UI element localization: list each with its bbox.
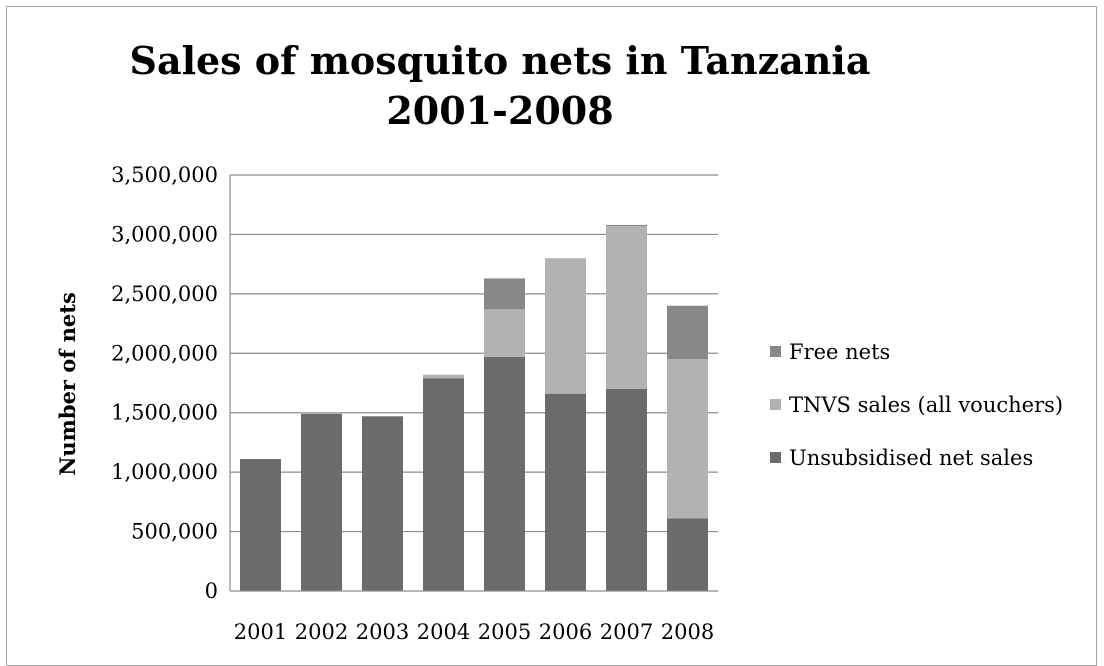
legend-entry: Free nets bbox=[789, 340, 890, 364]
bar-2008-series-1 bbox=[667, 359, 708, 519]
x-tick-label: 2006 bbox=[539, 620, 592, 644]
x-axis: 2001 2002 2003 2004 2005 2006 2007 2008 bbox=[230, 590, 718, 644]
x-tick-label: 2001 bbox=[234, 620, 287, 644]
bar-2004-series-0 bbox=[423, 378, 464, 591]
legend-swatch bbox=[770, 452, 781, 463]
bar-2003-series-0 bbox=[362, 416, 403, 591]
bar-2006-series-1 bbox=[545, 258, 586, 394]
bar-2007-series-1 bbox=[606, 226, 647, 389]
bar-2001-series-0 bbox=[240, 459, 281, 591]
bar-2005-series-0 bbox=[484, 356, 525, 591]
y-tick-label: 500,000 bbox=[131, 520, 218, 544]
stacked-bar-chart: 0 500,000 1,000,000 1,500,000 2,000,000 2,500… bbox=[55, 163, 1063, 644]
y-tick-label: 1,000,000 bbox=[111, 460, 218, 484]
legend-swatch bbox=[770, 346, 781, 357]
y-axis: 0 500,000 1,000,000 1,500,000 2,000,000 2,500… bbox=[111, 163, 231, 603]
bar-2005-series-1 bbox=[484, 309, 525, 357]
bar-2007-series-0 bbox=[606, 388, 647, 591]
bar-2002-series-0 bbox=[301, 413, 342, 591]
legend-entry: TNVS sales (all vouchers) bbox=[789, 393, 1063, 417]
bar-2007-series-2 bbox=[606, 224, 647, 227]
legend-entry: Unsubsidised net sales bbox=[789, 446, 1033, 470]
bar-2008-series-0 bbox=[667, 518, 708, 591]
x-tick-label: 2008 bbox=[661, 620, 714, 644]
y-axis-label: Number of nets bbox=[55, 292, 80, 476]
x-tick-label: 2007 bbox=[600, 620, 653, 644]
legend: Free nets TNVS sales (all vouchers) Unsubs… bbox=[770, 340, 1063, 470]
bars bbox=[240, 224, 708, 591]
bar-2002-series-1 bbox=[301, 412, 342, 414]
y-tick-label: 2,000,000 bbox=[111, 341, 218, 365]
x-tick-label: 2005 bbox=[478, 620, 531, 644]
y-tick-label: 3,000,000 bbox=[111, 222, 218, 246]
y-tick-label: 0 bbox=[205, 579, 218, 603]
x-tick-label: 2002 bbox=[295, 620, 348, 644]
legend-swatch bbox=[770, 399, 781, 410]
x-tick-label: 2003 bbox=[356, 620, 409, 644]
x-tick-label: 2004 bbox=[417, 620, 470, 644]
bar-2005-series-2 bbox=[484, 278, 525, 310]
chart-title-line1: Sales of mosquito nets in Tanzania bbox=[129, 38, 871, 83]
bar-2008-series-2 bbox=[667, 305, 708, 360]
bar-2006-series-0 bbox=[545, 393, 586, 591]
bar-2004-series-1 bbox=[423, 374, 464, 379]
y-tick-label: 2,500,000 bbox=[111, 282, 218, 306]
chart-title-line2: 2001-2008 bbox=[386, 88, 614, 133]
chart-title: Sales of mosquito nets in Tanzania 2001-… bbox=[0, 36, 1000, 136]
y-tick-label: 3,500,000 bbox=[111, 163, 218, 187]
y-tick-label: 1,500,000 bbox=[111, 401, 218, 425]
